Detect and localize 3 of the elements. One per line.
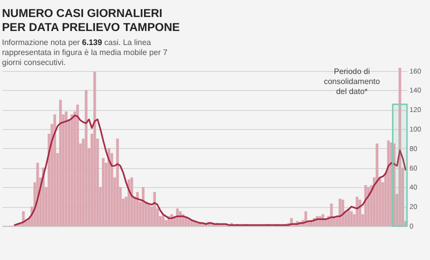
chart-title: NUMERO CASI GIORNALIERI PER DATA PRELIEVO TAMPONE bbox=[2, 7, 181, 35]
annotation: Periodo di consolidamento del dato* bbox=[324, 67, 380, 96]
chart-subtitle: Informazione nota per 6.139 casi. La linea rappresentata in figura è la media mobile per 7 giorni consecutivi. bbox=[2, 38, 168, 68]
